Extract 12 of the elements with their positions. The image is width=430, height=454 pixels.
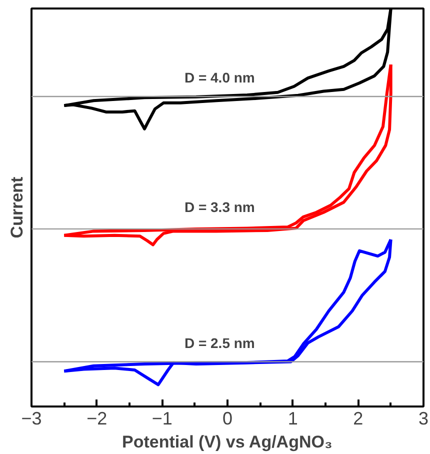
annotation: D = 4.0 nm (184, 69, 255, 86)
x-axis-title: Potential (V) vs Ag/AgNO₃ (122, 432, 332, 452)
y-axis-title: Current (8, 176, 26, 238)
annotation: D = 3.3 nm (184, 199, 255, 216)
x-tick-label: −2 (86, 408, 108, 428)
x-tick-label: 0 (222, 408, 233, 428)
annotation: D = 2.5 nm (184, 334, 255, 351)
x-tick-label: 1 (288, 408, 298, 428)
x-tick-label: 2 (353, 408, 364, 428)
x-tick-label: −1 (152, 408, 172, 428)
x-tick-label: −3 (21, 408, 42, 428)
x-tick-label: 3 (418, 408, 429, 428)
